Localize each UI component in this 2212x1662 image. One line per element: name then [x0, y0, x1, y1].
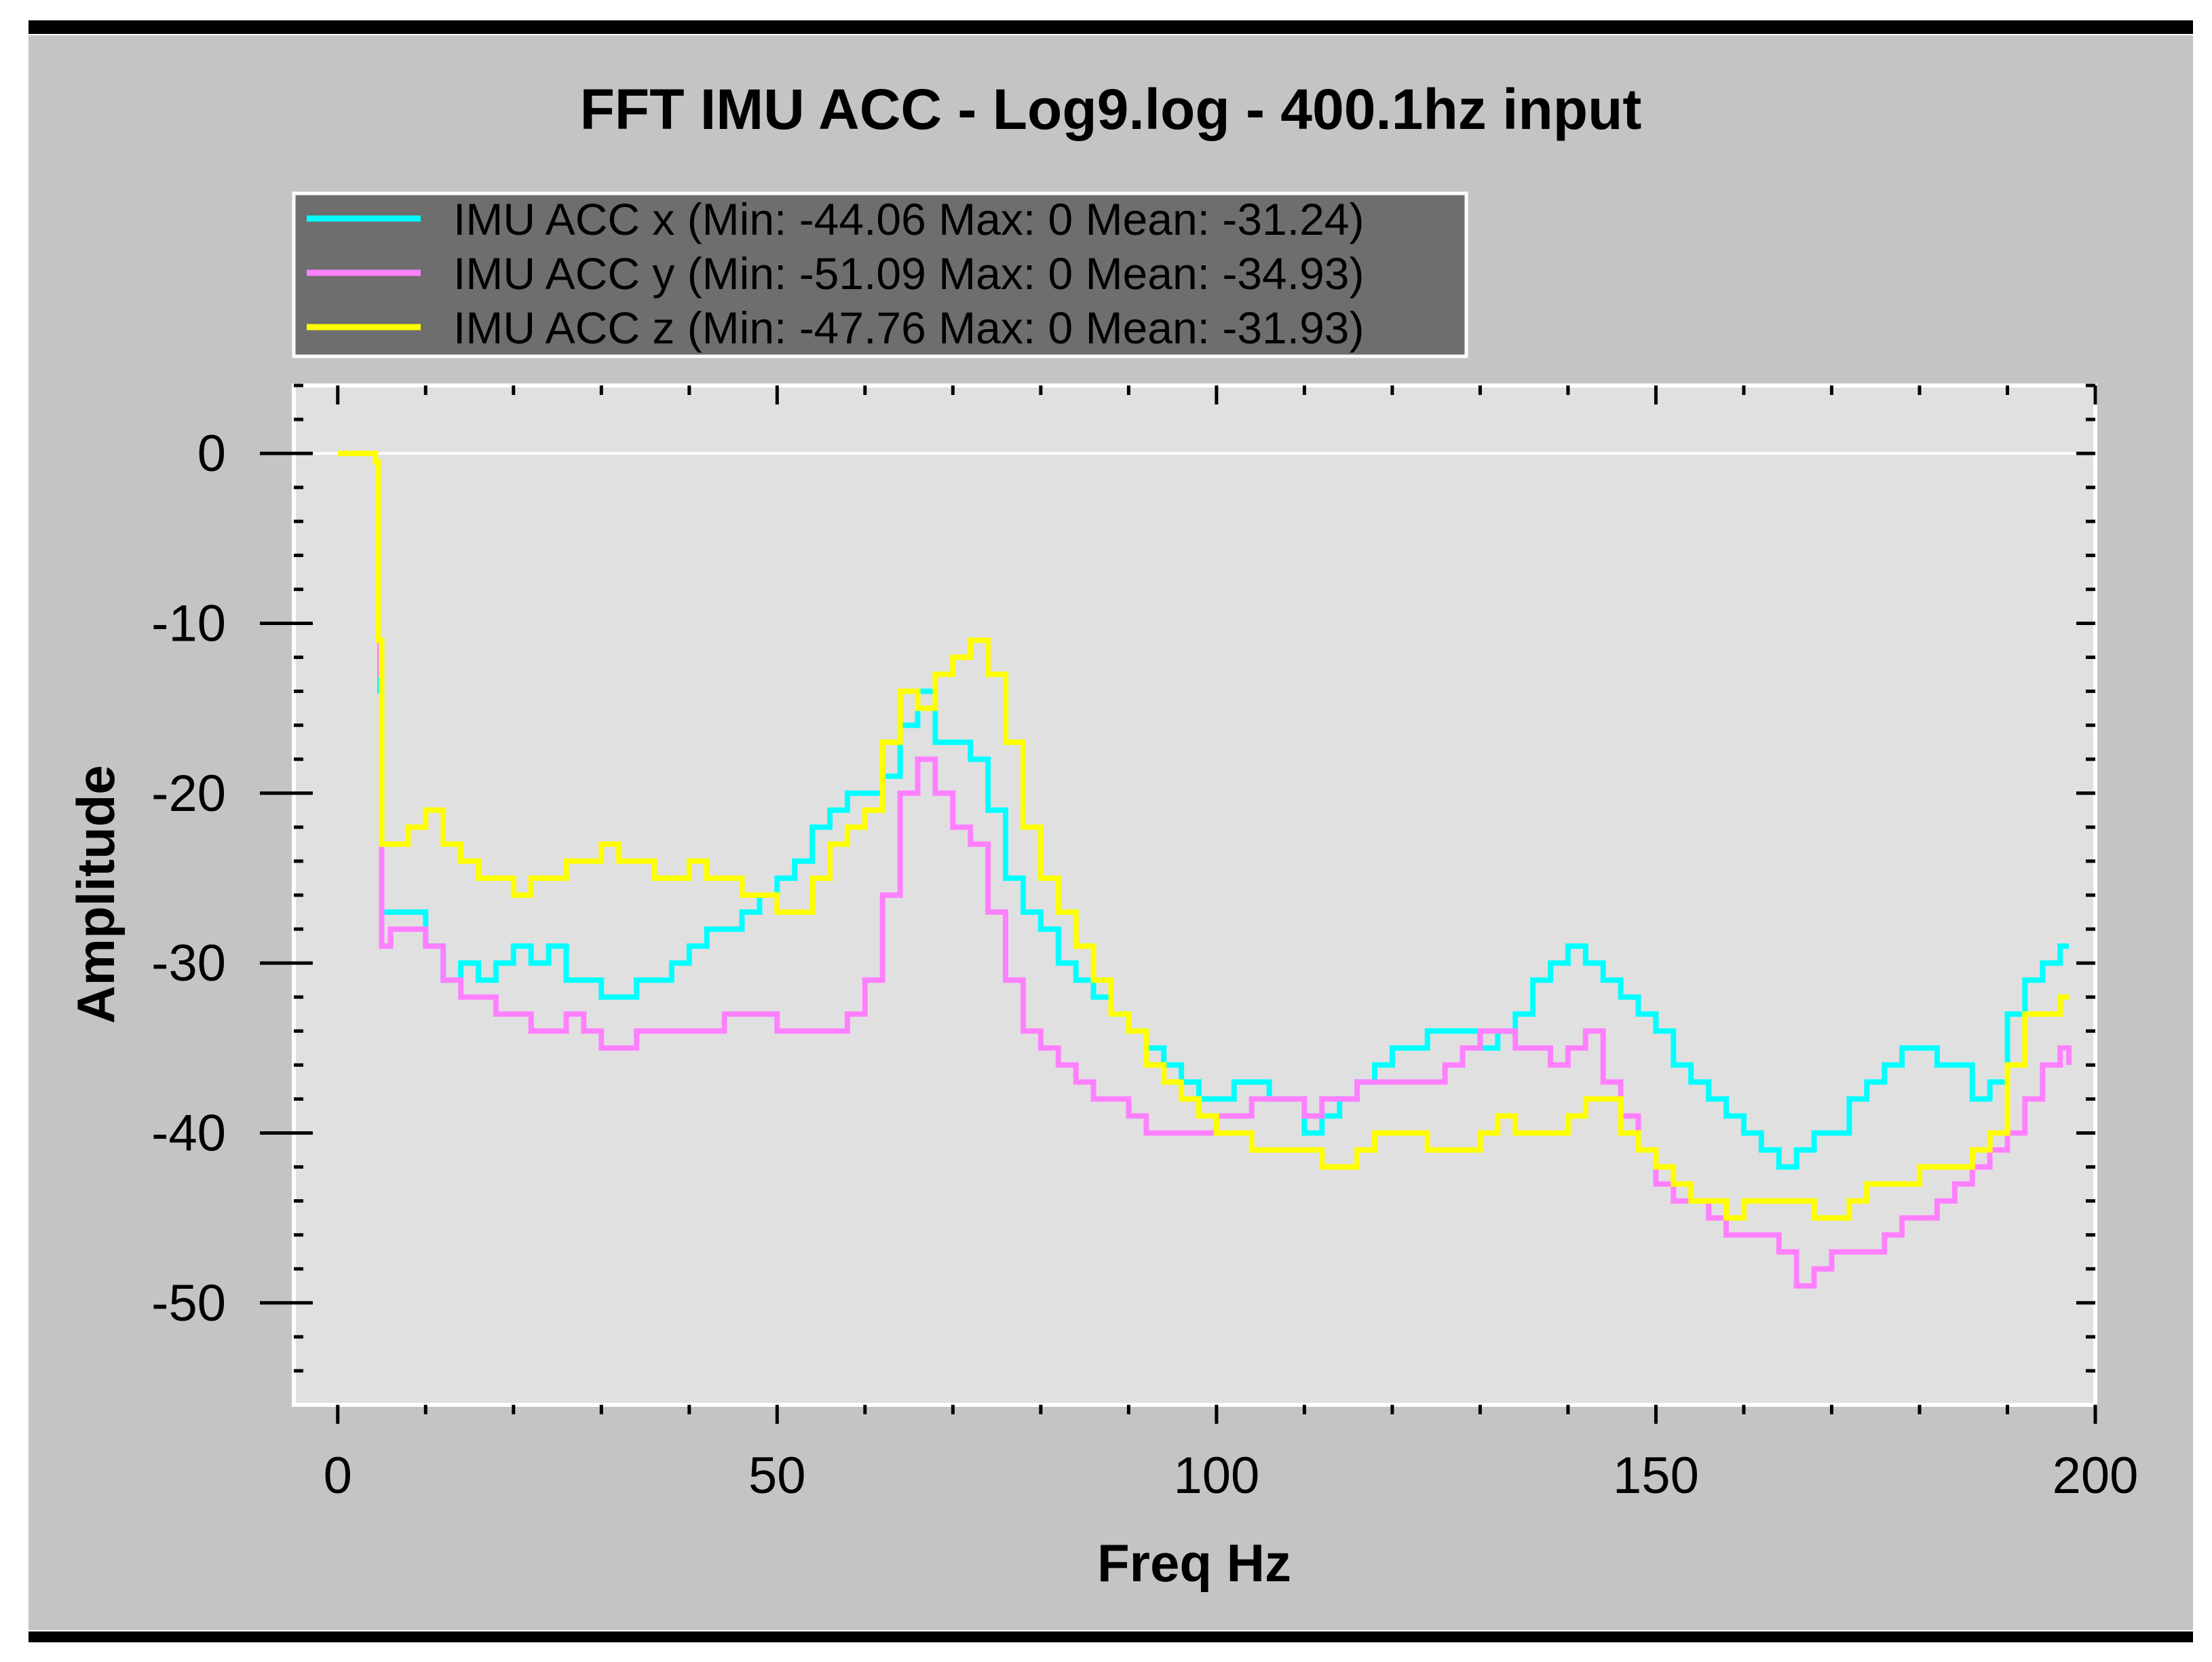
y-tick-label: -10: [151, 594, 226, 652]
x-tick-label: 100: [1173, 1447, 1259, 1505]
x-axis-label: Freq Hz: [1097, 1533, 1291, 1593]
legend-label-1: IMU ACC y (Min: -51.09 Max: 0 Mean: -34.…: [453, 248, 1364, 299]
y-axis-label: Amplitude: [66, 765, 126, 1023]
top-frame-bar: [28, 20, 2193, 34]
chart-title: FFT IMU ACC - Log9.log - 400.1hz input: [580, 77, 1642, 141]
legend-label-0: IMU ACC x (Min: -44.06 Max: 0 Mean: -31.…: [453, 194, 1364, 244]
y-tick-label: 0: [197, 425, 226, 483]
series-line-2: [337, 451, 2070, 1221]
legend-label-2: IMU ACC z (Min: -47.76 Max: 0 Mean: -31.…: [453, 303, 1364, 353]
y-tick-label: -50: [151, 1274, 226, 1332]
bottom-frame-bar: [28, 1631, 2193, 1642]
x-tick-label: 150: [1613, 1447, 1699, 1505]
plot-area: [292, 383, 2097, 1407]
x-tick-label: 50: [748, 1447, 806, 1505]
y-tick-label: -40: [151, 1104, 226, 1162]
y-tick-label: -20: [151, 765, 226, 823]
y-tick-label: -30: [151, 934, 226, 992]
x-tick-label: 200: [2053, 1447, 2139, 1505]
legend-box: [292, 191, 1468, 358]
x-tick-label: 0: [324, 1447, 352, 1505]
